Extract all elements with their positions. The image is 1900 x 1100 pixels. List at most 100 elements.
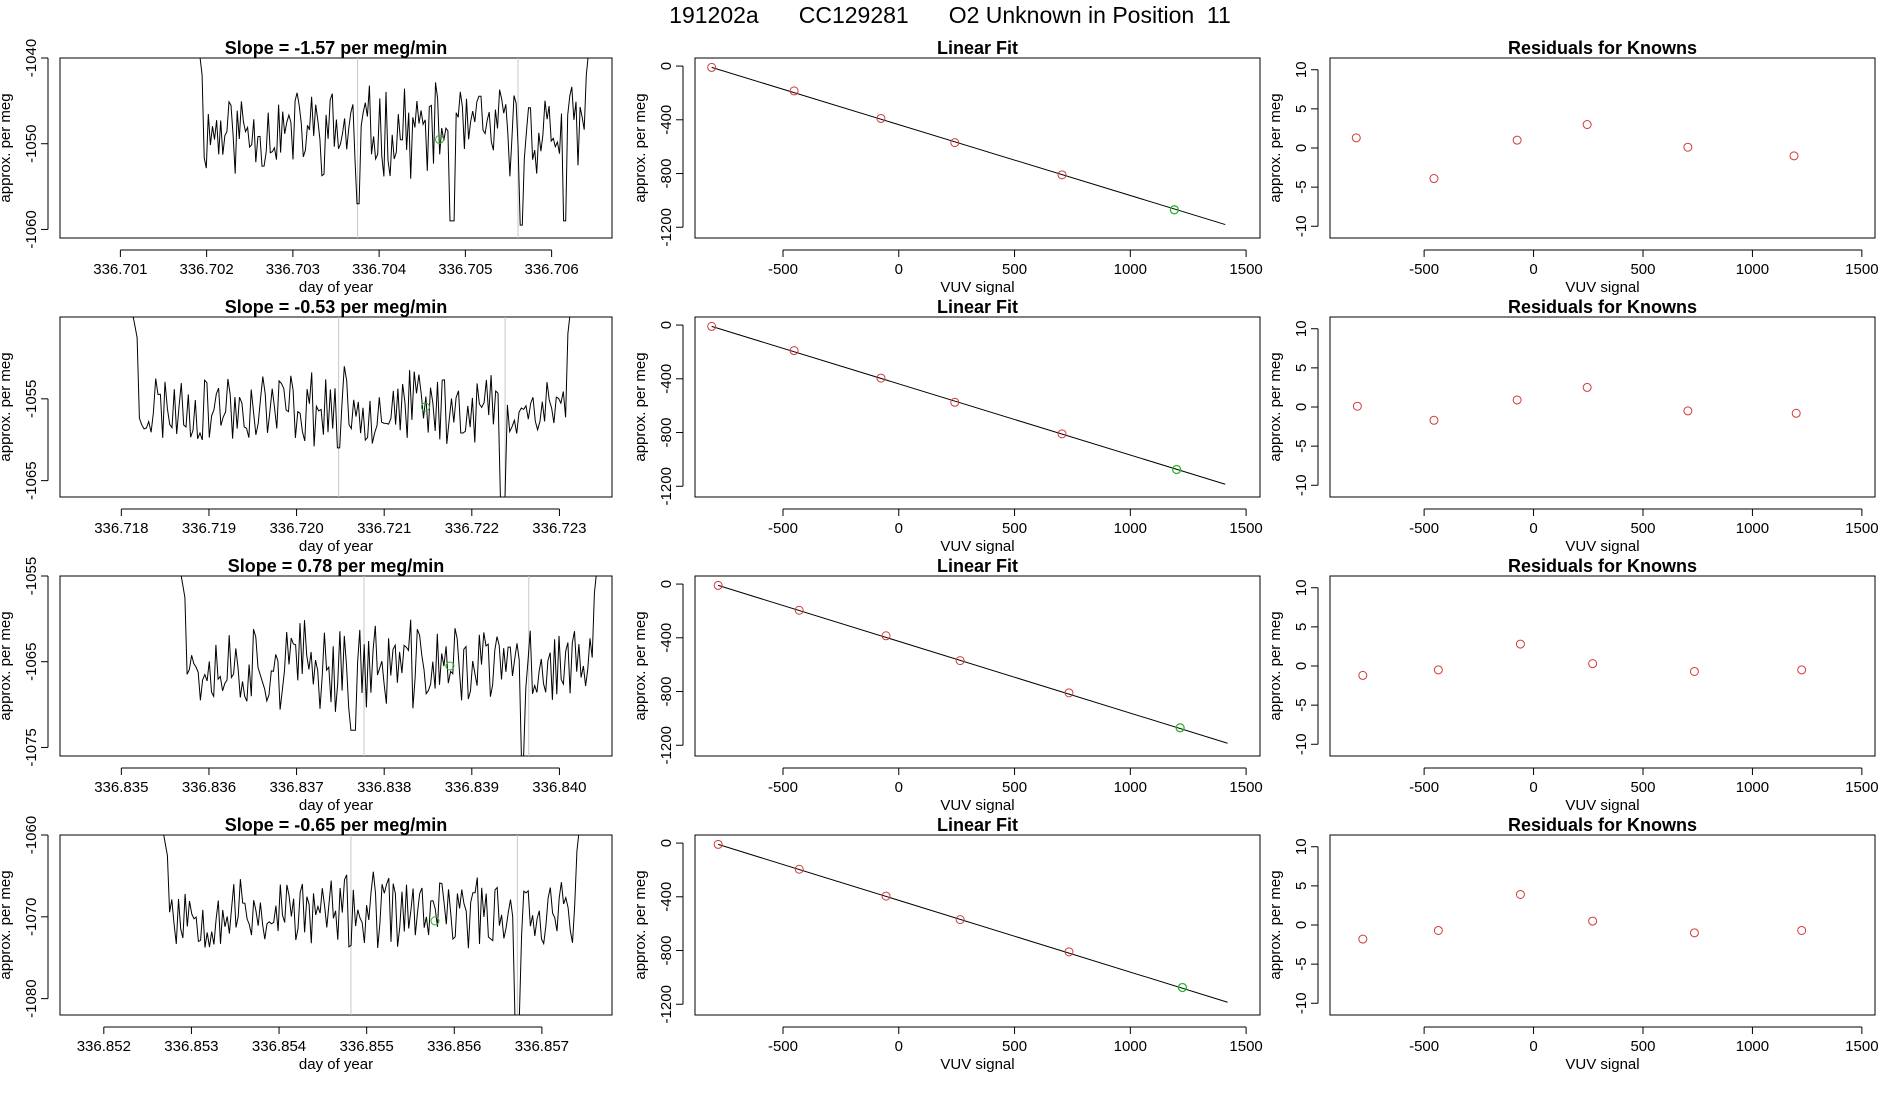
plot-area [713,580,1228,744]
plot-frame [1329,834,1876,1016]
x-tick-label: 500 [1630,779,1655,796]
chart-title: Residuals for Knowns [1508,815,1697,835]
x-tick-label: 336.705 [438,261,492,278]
chart-title: Residuals for Knowns [1508,556,1697,576]
y-tick-label: 10 [1293,579,1310,596]
x-tick-label: 1000 [1736,261,1769,278]
fit-line [718,584,1228,744]
fit-line [711,325,1226,485]
chart-title: Linear Fit [937,815,1018,835]
y-tick-label: -400 [658,105,675,135]
x-tick-label: 336.701 [93,261,147,278]
unknown-mean-point [445,661,455,671]
x-axis-label: VUV signal [1565,538,1639,555]
x-axis-label: VUV signal [940,538,1014,555]
y-tick-label: -1070 [23,898,40,936]
known-point [881,891,891,901]
chart-residuals-row-4: Residuals for Knowns -500 0 500 1000 1500 VUV … [1267,815,1879,1073]
unknown-point [1175,723,1185,733]
x-tick-label: 0 [895,261,903,278]
y-tick-label: -1050 [23,125,40,163]
residual-point [1588,659,1598,669]
y-tick-label: -400 [658,623,675,653]
residual-point [1789,151,1799,161]
y-tick-label: -400 [658,364,675,394]
y-tick-label: 0 [1293,662,1310,670]
known-point [881,631,891,641]
chart-trace-row-4: Slope = -0.65 per meg/min 336.852 336.853 3… [0,815,613,1073]
x-tick-label: 336.723 [532,520,586,537]
y-tick-label: -10 [1293,733,1310,755]
signal-trace-line [199,58,589,226]
x-axis-label: VUV signal [1565,797,1639,814]
known-point [1064,947,1074,957]
x-tick-label: 1000 [1736,520,1769,537]
x-axis-label: day of year [299,538,373,555]
y-tick-label: 0 [658,839,675,847]
unknown-mean-point [435,134,444,144]
known-point [1057,170,1067,180]
x-tick-label: 1500 [1229,779,1262,796]
x-tick-label: 336.854 [252,1038,306,1055]
y-tick-label: 5 [1293,105,1310,113]
x-axis-label: day of year [299,279,373,296]
x-tick-label: 336.839 [445,779,499,796]
run-id: 191202a [669,2,759,28]
x-tick-label: -500 [768,779,798,796]
residual-point [1433,665,1443,675]
y-tick-label: -1040 [23,39,40,77]
residual-point [1358,934,1368,944]
x-axis-label: VUV signal [940,1056,1014,1073]
residual-point [1797,925,1807,935]
y-tick-label: -1060 [23,816,40,854]
x-tick-label: -500 [768,520,798,537]
plot-area [163,835,580,1015]
known-point [713,580,723,590]
chart-residuals-row-3: Residuals for Knowns -500 0 500 1000 1500 VUV … [1267,556,1879,814]
plot-area [1351,120,1799,184]
x-tick-label: 0 [1529,1038,1537,1055]
x-tick-label: 336.857 [515,1038,569,1055]
y-tick-label: -1065 [23,643,40,681]
y-tick-label: 0 [1293,144,1310,152]
y-axis-label: approx. per meg [632,352,649,461]
chart-title: Slope = 0.78 per meg/min [228,556,445,576]
x-tick-label: 1500 [1845,779,1878,796]
x-tick-label: 1500 [1229,520,1262,537]
x-axis-label: day of year [299,1056,373,1073]
unknown-point [1171,464,1182,475]
x-tick-label: 336.702 [180,261,234,278]
x-tick-label: 336.852 [77,1038,131,1055]
y-tick-label: 0 [658,62,675,70]
y-axis-label: approx. per meg [0,611,14,720]
y-tick-label: -10 [1293,474,1310,496]
known-point [789,86,799,96]
x-tick-label: 336.836 [182,779,236,796]
plot-frame [694,57,1261,239]
y-tick-label: 10 [1293,838,1310,855]
residual-point [1512,135,1522,145]
x-tick-label: 0 [895,1038,903,1055]
x-axis-label: VUV signal [1565,279,1639,296]
chart-title: Residuals for Knowns [1508,38,1697,58]
x-tick-label: 336.855 [340,1038,394,1055]
residual-point [1683,142,1693,152]
x-tick-label: 336.720 [269,520,323,537]
x-tick-label: -500 [768,261,798,278]
chart-trace-row-2: Slope = -0.53 per meg/min 336.718 336.719 3… [0,297,613,555]
plot-frame [1329,316,1876,498]
plot-frame [59,316,613,498]
x-tick-label: 336.722 [445,520,499,537]
x-tick-label: -500 [1409,1038,1439,1055]
x-tick-label: 1000 [1114,779,1147,796]
fit-line [711,66,1226,226]
x-tick-label: 1500 [1229,261,1262,278]
y-tick-label: -1060 [23,210,40,248]
plot-area [1352,382,1801,425]
plot-area [1358,639,1807,680]
known-point [1064,688,1074,698]
x-tick-label: -500 [768,1038,798,1055]
x-tick-label: -500 [1409,520,1439,537]
chart-fit-row-3: Linear Fit -500 0 500 1000 1500 VUV signal -120… [632,556,1263,814]
chart-title: Linear Fit [937,38,1018,58]
